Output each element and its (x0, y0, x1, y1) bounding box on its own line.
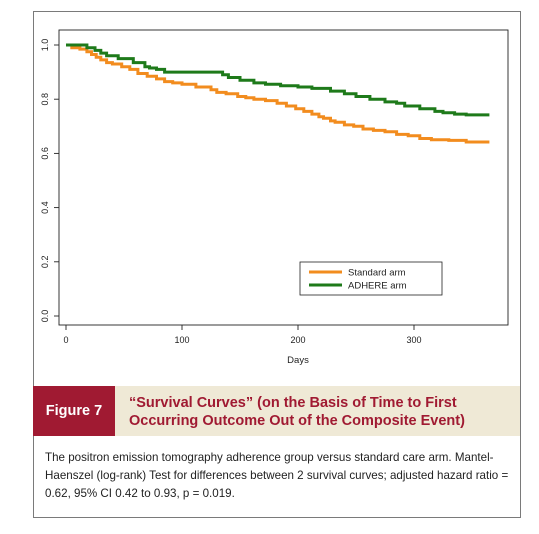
series-line-standard-arm (66, 43, 490, 144)
survival-chart: 0 100 200 300 0.0 0.2 0.4 0.6 0.8 1.0 Days Standar… (40, 29, 509, 366)
legend-label-standard: Standard arm (348, 268, 406, 279)
legend-label-adhere: ADHERE arm (348, 281, 407, 292)
legend-box (299, 261, 443, 296)
y-tick-label: 1.0 (40, 39, 50, 52)
y-tick-label: 0.6 (40, 147, 50, 160)
y-tick-label: 0.2 (40, 256, 50, 269)
plot-area-border (58, 29, 509, 326)
y-tick-label: 0.4 (40, 201, 50, 214)
x-tick-label: 200 (290, 335, 305, 345)
chart-legend: Standard arm ADHERE arm (299, 261, 443, 296)
x-tick-label: 0 (63, 335, 68, 345)
series-line-adhere-arm (66, 43, 490, 117)
x-tick-label: 300 (406, 335, 421, 345)
chart-axes: 0 100 200 300 0.0 0.2 0.4 0.6 0.8 1.0 Days (40, 29, 509, 366)
figure-label: Figure 7 (33, 386, 115, 436)
x-tick-label: 100 (174, 335, 189, 345)
x-axis-title: Days (287, 355, 309, 366)
y-tick-label: 0.8 (40, 93, 50, 106)
figure-title: “Survival Curves” (on the Basis of Time … (129, 395, 465, 429)
series-layer (66, 43, 490, 144)
figure-description: The positron emission tomography adheren… (45, 451, 509, 500)
y-tick-label: 0.0 (40, 310, 50, 323)
